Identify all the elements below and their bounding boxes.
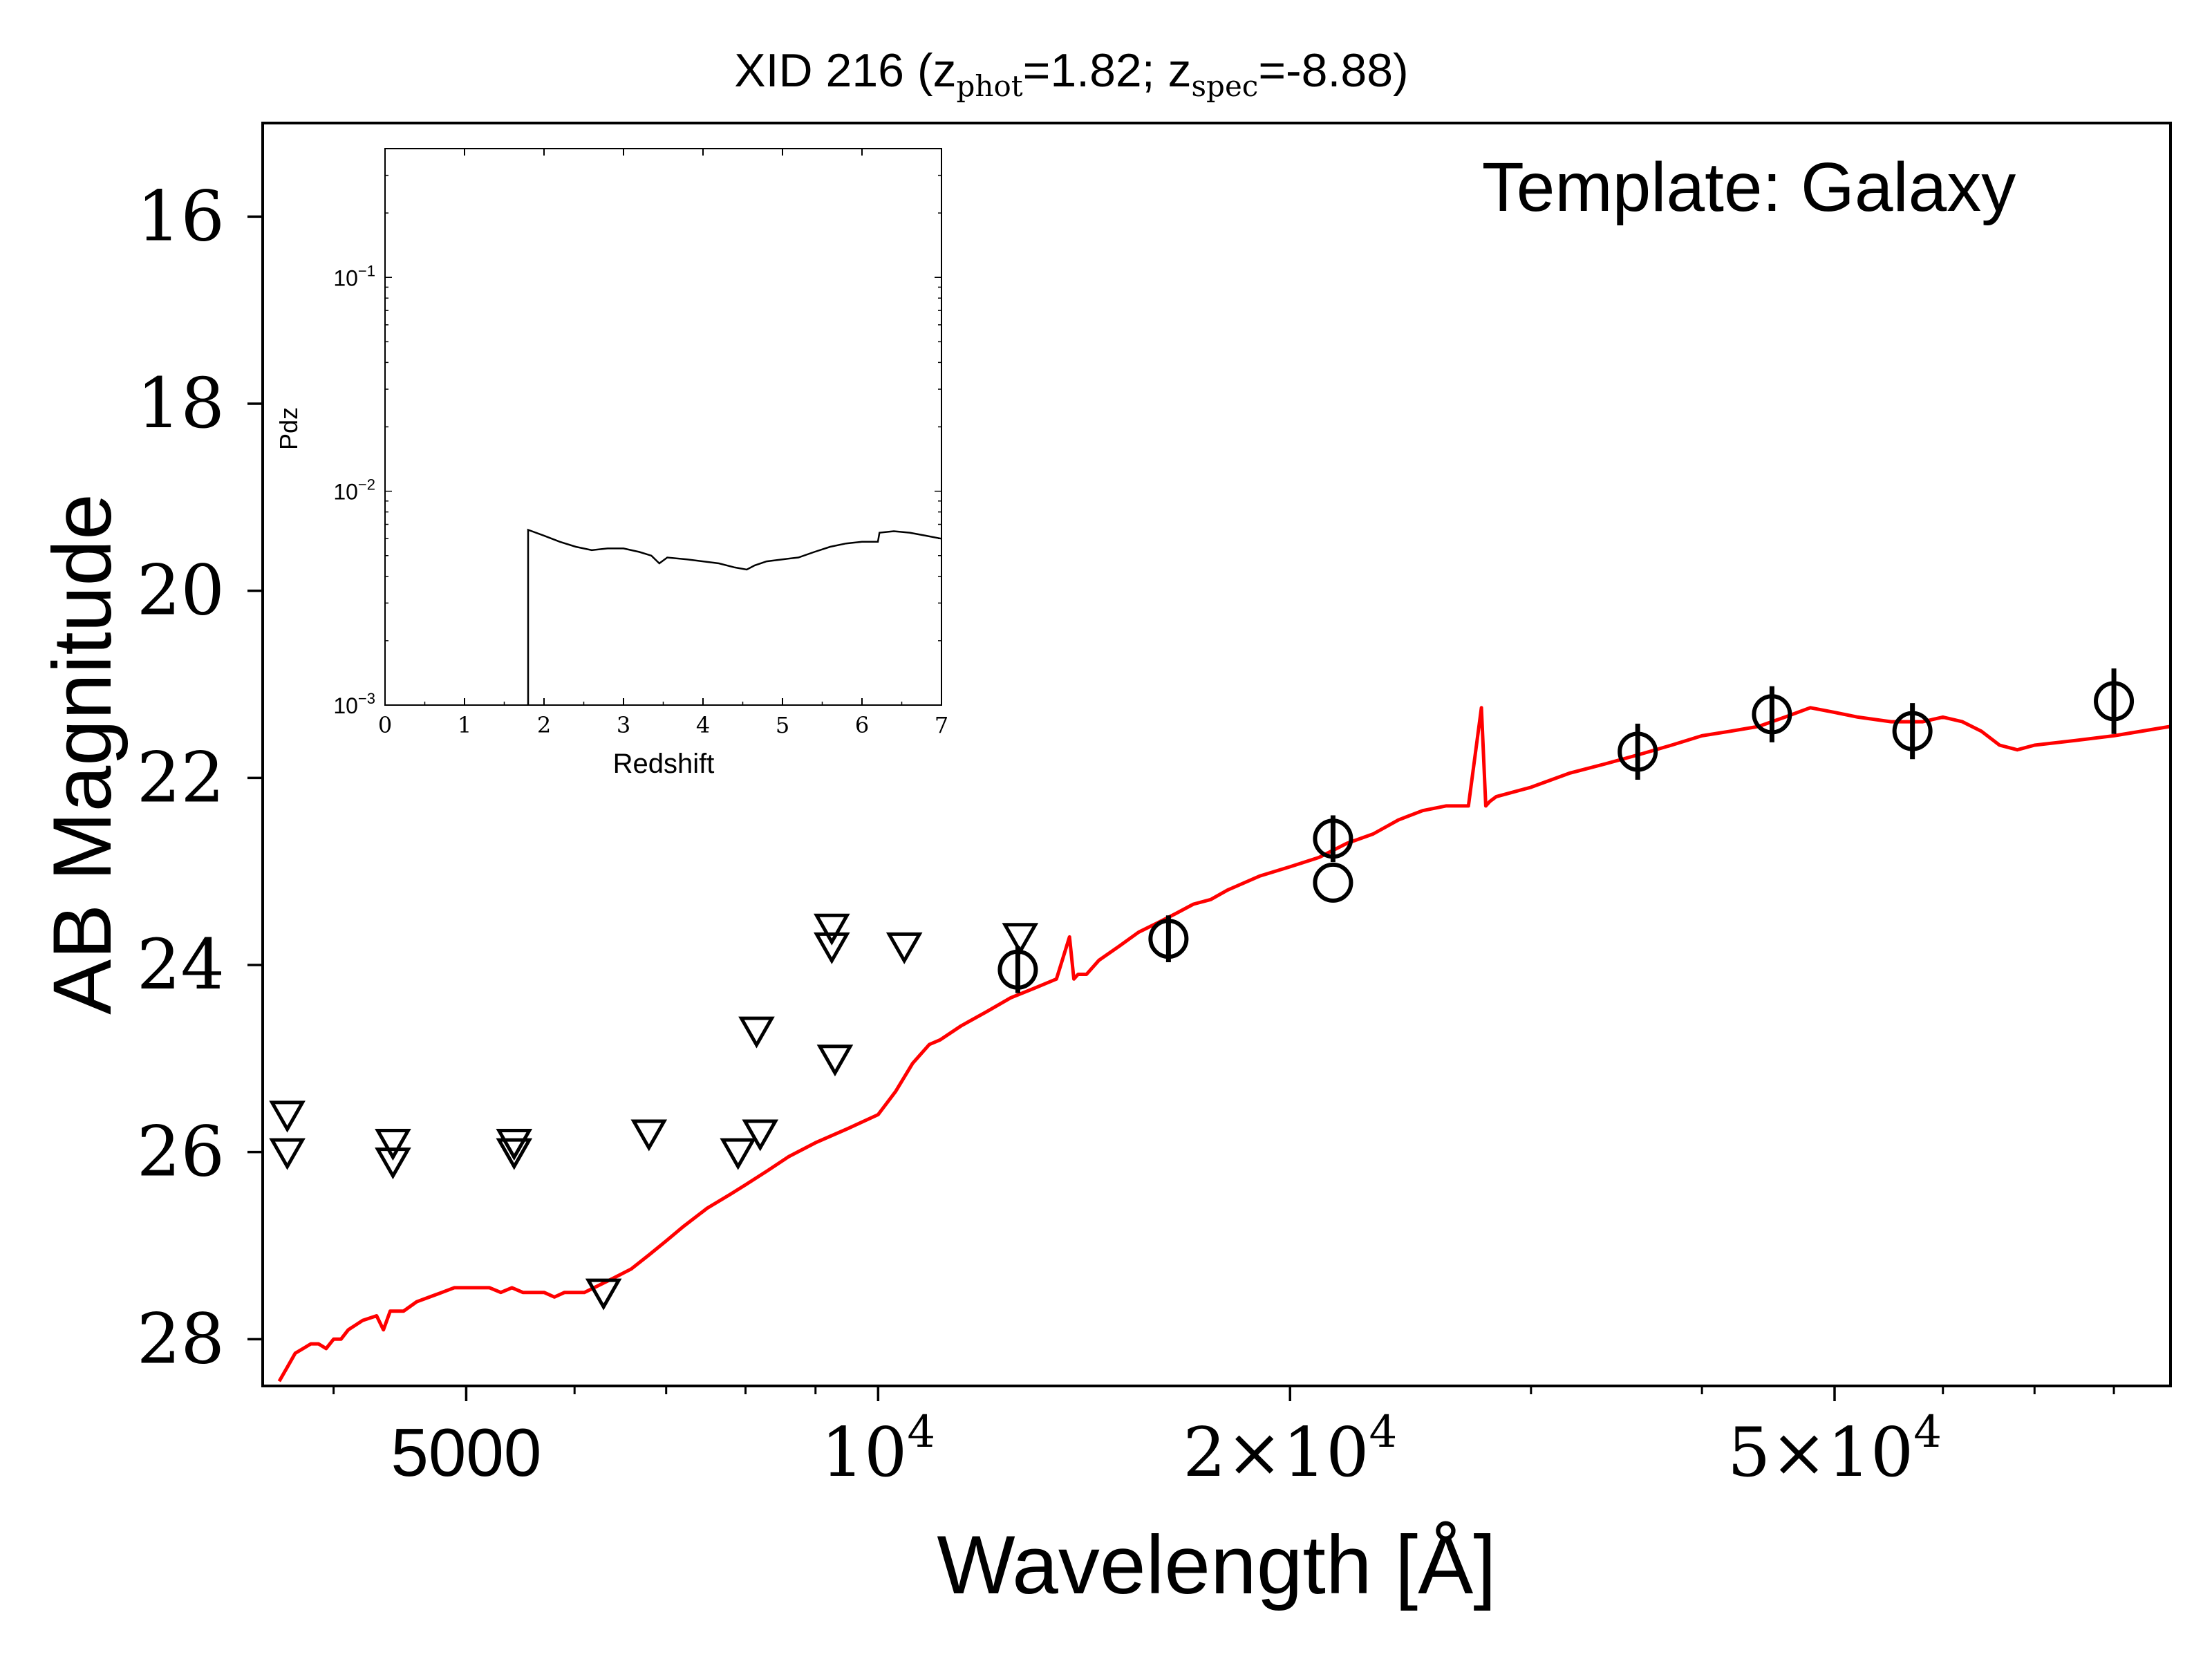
detection-marker bbox=[1752, 694, 1792, 735]
upper-limit-marker bbox=[814, 913, 850, 946]
y-tick-label: 24 bbox=[137, 924, 225, 1005]
upper-limit-marker bbox=[816, 1044, 854, 1077]
y-tick-label: 20 bbox=[137, 550, 225, 631]
y-axis-label: AB Magnitude bbox=[36, 494, 129, 1015]
inset-background bbox=[385, 149, 941, 705]
detection-marker bbox=[1618, 731, 1658, 772]
upper-limit-marker bbox=[375, 1147, 411, 1180]
upper-limit-marker bbox=[630, 1119, 668, 1152]
upper-limit-marker bbox=[496, 1129, 533, 1161]
inset-axis-ticks: 0 1 2 3 4 5 6 7 10−1 10−2 10−3 bbox=[333, 148, 948, 738]
detection-marker bbox=[1892, 711, 1933, 751]
inset-x-tick-label: 3 bbox=[617, 712, 630, 738]
template-line bbox=[277, 706, 2171, 1382]
pdz-curve bbox=[527, 528, 942, 705]
upper-limit-marker bbox=[496, 1138, 533, 1170]
inset-x-label: Redshift bbox=[613, 749, 715, 779]
inset-y-tick-label: 10−1 bbox=[333, 262, 375, 290]
detection-marker bbox=[1313, 862, 1353, 903]
detection-marker bbox=[2094, 681, 2135, 722]
y-tick-label: 28 bbox=[137, 1298, 225, 1379]
inset-frame bbox=[384, 148, 942, 706]
pdz-line bbox=[527, 528, 942, 705]
inset-x-tick-label: 0 bbox=[378, 712, 392, 738]
y-tick-label: 18 bbox=[137, 363, 225, 444]
x-tick-label: 5×104 bbox=[1727, 1407, 1942, 1492]
x-axis-label: Wavelength [Å] bbox=[937, 1519, 1496, 1611]
inset-x-tick-label: 7 bbox=[935, 712, 948, 738]
x-tick-label: 104 bbox=[821, 1407, 935, 1492]
upper-limit-marker bbox=[585, 1278, 622, 1311]
upper-limit-markers bbox=[269, 913, 1039, 1311]
y-tick-label: 26 bbox=[137, 1112, 225, 1192]
inset-y-tick-label: 10−3 bbox=[333, 690, 375, 718]
y-tick-label: 22 bbox=[137, 737, 225, 818]
main-plot: XID 216 (zphot=1.82; zspec=-8.88) 5000 10… bbox=[36, 44, 2172, 1611]
inset-x-tick-label: 2 bbox=[537, 712, 551, 738]
upper-limit-marker bbox=[720, 1138, 756, 1170]
inset-x-tick-label: 6 bbox=[855, 712, 869, 738]
detection-marker bbox=[1148, 919, 1189, 959]
chart-title: XID 216 (zphot=1.82; zspec=-8.88) bbox=[734, 44, 1408, 103]
upper-limit-marker bbox=[375, 1129, 411, 1161]
y-tick-label: 16 bbox=[137, 176, 225, 256]
inset-y-label: Pdz bbox=[274, 407, 303, 450]
upper-limit-marker bbox=[814, 932, 850, 964]
x-tick-label: 2×104 bbox=[1183, 1407, 1397, 1492]
inset-plot: 0 1 2 3 4 5 6 7 10−1 10−2 10−3 Redshift Pdz bbox=[274, 148, 948, 779]
detection-marker bbox=[1313, 818, 1353, 859]
main-plot-frame bbox=[261, 122, 2172, 1387]
upper-limit-marker bbox=[1002, 923, 1039, 955]
x-tick-label: 5000 bbox=[391, 1414, 541, 1490]
detection-markers bbox=[997, 668, 2135, 993]
template-annotation: Template: Galaxy bbox=[1482, 149, 2016, 226]
upper-limit-marker bbox=[742, 1119, 779, 1152]
upper-limit-marker bbox=[738, 1016, 775, 1049]
detection-marker bbox=[997, 949, 1038, 990]
inset-x-tick-label: 4 bbox=[696, 712, 710, 738]
upper-limit-marker bbox=[269, 1100, 306, 1133]
inset-x-tick-label: 1 bbox=[458, 712, 471, 738]
inset-x-tick-label: 5 bbox=[776, 712, 789, 738]
upper-limit-marker bbox=[269, 1138, 306, 1170]
upper-limit-marker bbox=[885, 932, 923, 964]
template-spectrum bbox=[277, 706, 2171, 1382]
inset-y-tick-label: 10−2 bbox=[333, 476, 375, 505]
